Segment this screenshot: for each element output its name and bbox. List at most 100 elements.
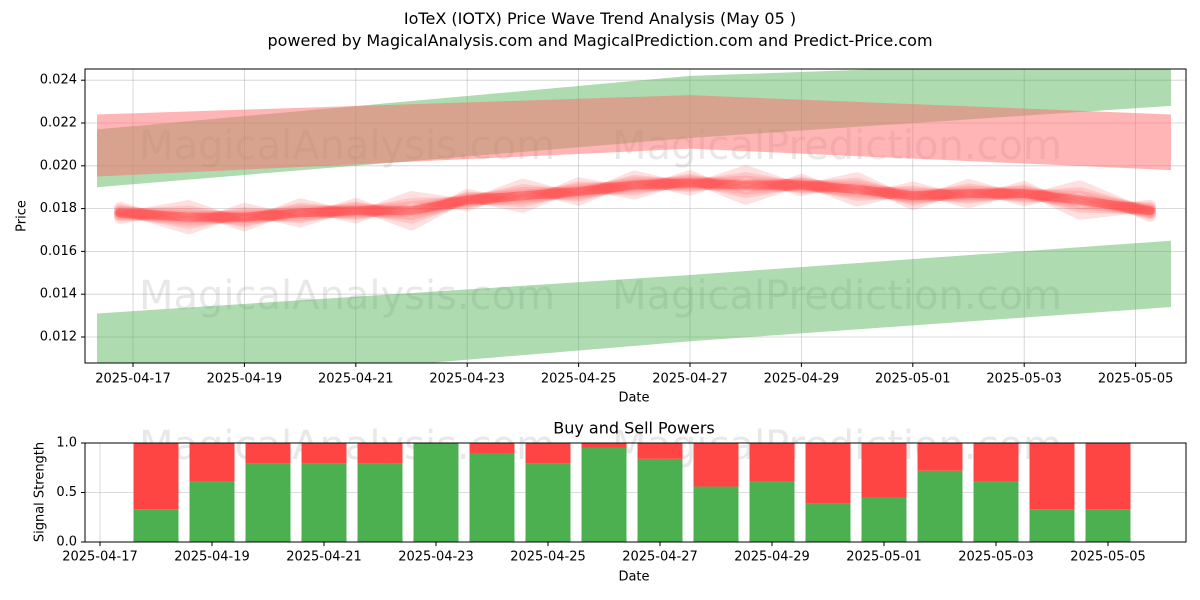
main-axes-frame [84, 68, 1187, 364]
price-point [745, 184, 747, 186]
main-x-tick-label: 2025-04-17 [95, 372, 171, 387]
buy-bar [637, 458, 683, 542]
price-wave-group [114, 165, 1156, 235]
sell-bar [917, 443, 963, 471]
sub-x-tick-label: 2025-04-23 [398, 550, 474, 565]
main-x-tick-label: 2025-04-21 [318, 372, 394, 387]
price-point [119, 212, 121, 214]
watermark-text: MagicalPrediction.com [612, 273, 1062, 319]
buy-bar [581, 447, 627, 542]
sub-x-tick-label: 2025-05-01 [846, 550, 922, 565]
main-x-tick-label: 2025-05-05 [1098, 372, 1174, 387]
main-x-tick-label: 2025-05-01 [875, 372, 951, 387]
buy-bar [301, 463, 347, 542]
buy-bar [749, 481, 795, 542]
price-point [188, 216, 190, 218]
watermark-text: MagicalAnalysis.com [139, 273, 555, 319]
buy-bar [861, 497, 907, 542]
main-x-axis-label: Date [618, 391, 649, 406]
sub-x-tick-label: 2025-04-21 [286, 550, 362, 565]
buy-bar [469, 453, 515, 542]
sub-y-tick-label: 1.0 [56, 436, 77, 451]
main-x-tick-label: 2025-05-03 [986, 372, 1062, 387]
price-wave-line [114, 175, 1156, 226]
price-point [1023, 193, 1025, 195]
price-point [1079, 199, 1081, 201]
main-x-tick-label: 2025-04-23 [429, 372, 505, 387]
sub-x-tick-label: 2025-04-29 [734, 550, 810, 565]
sell-bar [525, 443, 571, 464]
price-point [1149, 210, 1151, 212]
main-y-tick-label: 0.016 [40, 244, 77, 259]
main-x-tick-label: 2025-04-29 [764, 372, 840, 387]
price-wave-line [114, 165, 1156, 232]
main-y-axis-label: Price [15, 200, 30, 232]
sell-bar [469, 443, 515, 454]
sell-bar [637, 443, 683, 459]
main-y-tick-label: 0.020 [40, 158, 77, 173]
buy-bar [413, 443, 459, 542]
sub-x-axis-label: Date [618, 570, 649, 585]
chart-title: IoTeX (IOTX) Price Wave Trend Analysis (… [403, 9, 797, 28]
price-point [466, 199, 468, 201]
red-band-1 [97, 95, 1171, 177]
price-point [243, 216, 245, 218]
sell-bar [805, 443, 851, 504]
sell-bar [861, 443, 907, 498]
sub-x-tick-label: 2025-04-19 [174, 550, 250, 565]
sub-y-tick-label: 0.5 [56, 485, 77, 500]
sell-bar [245, 443, 291, 464]
bands-group [97, 69, 1171, 363]
main-y-tick-label: 0.018 [40, 201, 77, 216]
buy-bar [189, 481, 235, 542]
price-point [522, 195, 524, 197]
sell-bar [301, 443, 347, 464]
price-wave-line [114, 175, 1156, 226]
sell-bar [189, 443, 235, 482]
sell-bar [693, 443, 739, 487]
sell-bar [581, 443, 627, 448]
price-point [411, 210, 413, 212]
sub-y-tick-label: 0.0 [56, 535, 77, 550]
price-wave-line [114, 170, 1156, 235]
sell-bar [1029, 443, 1075, 510]
buy-bar [1029, 509, 1075, 542]
price-point [299, 212, 301, 214]
price-point [800, 184, 802, 186]
sub-x-tick-label: 2025-05-03 [958, 550, 1034, 565]
price-point [912, 195, 914, 197]
buy-bar [245, 463, 291, 542]
main-y-tick-label: 0.024 [40, 73, 77, 88]
buy-bar [917, 470, 963, 542]
price-wave-line [114, 172, 1156, 228]
main-x-tick-label: 2025-04-25 [541, 372, 617, 387]
buy-bar [133, 509, 179, 542]
sub-x-tick-label: 2025-04-27 [622, 550, 698, 565]
price-point [968, 193, 970, 195]
price-line [115, 178, 1155, 222]
buy-bar [525, 463, 571, 542]
buy-bar [357, 463, 403, 542]
sub-x-tick-label: 2025-04-17 [62, 550, 138, 565]
buy-bar [805, 503, 851, 542]
buy-bar [1085, 509, 1131, 542]
main-x-tick-label: 2025-04-27 [652, 372, 728, 387]
sell-bar [1085, 443, 1131, 510]
sub-x-tick-label: 2025-05-05 [1070, 550, 1146, 565]
main-y-tick-label: 0.022 [40, 116, 77, 131]
sell-bar [357, 443, 403, 464]
sell-bar [973, 443, 1019, 482]
price-point [578, 190, 580, 192]
main-x-tick-label: 2025-04-19 [207, 372, 283, 387]
main-y-tick-label: 0.014 [40, 287, 77, 302]
bars-group [133, 443, 1131, 542]
sell-bar [133, 443, 179, 510]
sub-y-axis-label: Signal Strength [33, 442, 48, 542]
price-point [689, 182, 691, 184]
price-wave-line [114, 176, 1156, 224]
sell-bar [749, 443, 795, 482]
buy-bar [693, 486, 739, 542]
sub-x-tick-label: 2025-04-25 [510, 550, 586, 565]
price-point [355, 210, 357, 212]
